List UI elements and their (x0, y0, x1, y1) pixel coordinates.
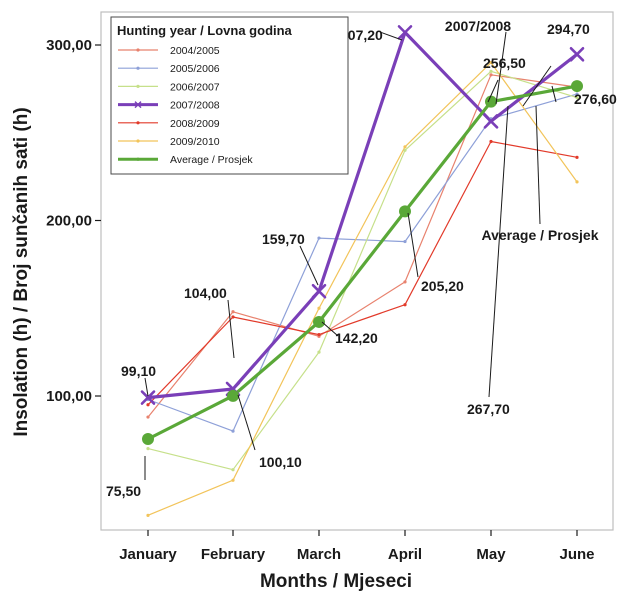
data-point-2008-2009 (231, 315, 235, 319)
x-axis-title: Months / Mjeseci (260, 571, 412, 592)
x-axis-ticks: January February March April May June (119, 530, 595, 563)
data-point-2005-2006 (317, 236, 321, 240)
x-tick-label: May (476, 546, 506, 563)
annotation-2007-2008: 2007/2008 (445, 18, 511, 34)
legend-title: Hunting year / Lovna godina (117, 23, 293, 38)
series-line-2009-2010 (147, 61, 578, 516)
data-point-2004-2005 (146, 415, 150, 419)
series-line-2008-2009 (147, 140, 578, 406)
data-point-2004-2005 (489, 73, 493, 77)
series-line-2004-2005 (147, 74, 578, 418)
data-labels: 99,10 104,00 159,70 307,20 256,50 294,70… (106, 18, 617, 499)
data-point-average-prosjek (227, 389, 239, 402)
data-label-avg-june: 276,60 (574, 91, 617, 107)
data-point-2008-2009 (489, 139, 493, 144)
legend-marker-2005-2006 (136, 66, 140, 70)
y-axis-title: Insolation (h) / Broj sunčanih sati (h) (11, 107, 32, 436)
data-label-2007-january: 99,10 (121, 363, 156, 379)
legend-label-average-prosjek: Average / Prosjek (170, 154, 253, 166)
x-tick-label: June (559, 546, 594, 563)
series-line-2007-2008 (146, 30, 579, 400)
legend-label-2009-2010: 2009/2010 (170, 136, 220, 148)
data-point-average-prosjek (485, 95, 497, 108)
data-label-avg-march: 142,20 (335, 330, 378, 346)
data-point-average-prosjek (399, 205, 411, 218)
legend-items: 2004/2005 2005/2006 2006/2007 2007/2008 2008… (118, 45, 253, 166)
data-point-2006-2007 (231, 468, 235, 472)
data-label-2007-may: 256,50 (483, 55, 526, 71)
x-tick-label: April (388, 546, 422, 563)
data-point-2006-2007 (146, 447, 150, 451)
legend-marker-2004-2005 (136, 48, 140, 52)
data-point-2006-2007 (489, 69, 493, 73)
data-point-2007-2008 (569, 47, 585, 62)
data-label-2007-february: 104,00 (184, 285, 227, 301)
leader-lines (144, 31, 557, 480)
data-point-2007-2008 (140, 390, 156, 405)
x-tick-label: January (119, 546, 177, 563)
series-lines (146, 30, 579, 516)
legend-marker-2006-2007 (136, 84, 140, 88)
data-point-2008-2009 (146, 403, 150, 407)
data-label-2007-march: 159,70 (262, 231, 305, 247)
data-label-avg-may: 267,70 (467, 401, 510, 417)
data-point-2005-2006 (575, 92, 579, 96)
data-point-2008-2009 (403, 303, 407, 307)
data-label-2007-june: 294,70 (547, 21, 590, 37)
data-point-2004-2005 (403, 280, 407, 284)
legend-label-2005-2006: 2005/2006 (170, 63, 220, 75)
legend-marker-2009-2010 (136, 139, 140, 143)
data-point-2009-2010 (403, 145, 407, 149)
legend-label-2008-2009: 2008/2009 (170, 118, 220, 130)
data-point-2009-2010 (489, 60, 493, 65)
x-tick-label: February (201, 546, 266, 563)
data-point-average-prosjek (313, 315, 325, 328)
y-axis-ticks: 100,00 200,00 300,00 (46, 37, 101, 405)
legend: Hunting year / Lovna godina 2004/2005200… (110, 16, 349, 175)
legend-marker-average-prosjek (136, 157, 140, 161)
legend-marker-2008-2009 (136, 121, 140, 125)
annotation-average: Average / Prosjek (482, 227, 599, 243)
series-markers (140, 25, 585, 517)
data-point-average-prosjek (571, 80, 583, 93)
series-line-2006-2007 (147, 70, 578, 471)
data-point-2006-2007 (575, 96, 579, 100)
series-line-2005-2006 (147, 93, 578, 432)
data-point-2005-2006 (403, 239, 407, 244)
data-point-2009-2010 (317, 306, 321, 310)
legend-label-2004-2005: 2004/2005 (170, 45, 220, 57)
legend-label-2006-2007: 2006/2007 (170, 81, 220, 93)
data-point-2009-2010 (575, 180, 579, 184)
data-point-2009-2010 (231, 478, 235, 482)
data-point-2007-2008 (311, 283, 327, 299)
data-point-2006-2007 (317, 350, 321, 354)
data-point-average-prosjek (142, 432, 154, 445)
data-point-2005-2006 (231, 429, 235, 433)
plot-frame (100, 11, 614, 531)
y-tick-label: 200,00 (46, 213, 92, 230)
data-label-avg-february: 100,10 (259, 454, 302, 470)
data-label-2007-april: 307,20 (340, 27, 383, 43)
data-point-2008-2009 (575, 155, 579, 159)
y-tick-label: 300,00 (46, 37, 92, 54)
data-point-2007-2008 (483, 114, 499, 129)
legend-label-2007-2008: 2007/2008 (170, 100, 220, 112)
data-point-2008-2009 (317, 332, 321, 337)
data-point-2009-2010 (146, 513, 150, 517)
data-point-2006-2007 (403, 148, 407, 152)
data-label-avg-april: 205,20 (421, 278, 464, 294)
legend-box (110, 16, 349, 175)
y-tick-label: 100,00 (46, 388, 92, 405)
data-point-2007-2008 (397, 25, 413, 40)
data-point-2004-2005 (231, 310, 235, 314)
legend-marker-2007-2008 (134, 101, 142, 109)
x-tick-label: March (297, 546, 341, 563)
data-label-avg-january: 75,50 (106, 483, 141, 499)
series-line-average-prosjek (146, 84, 579, 441)
